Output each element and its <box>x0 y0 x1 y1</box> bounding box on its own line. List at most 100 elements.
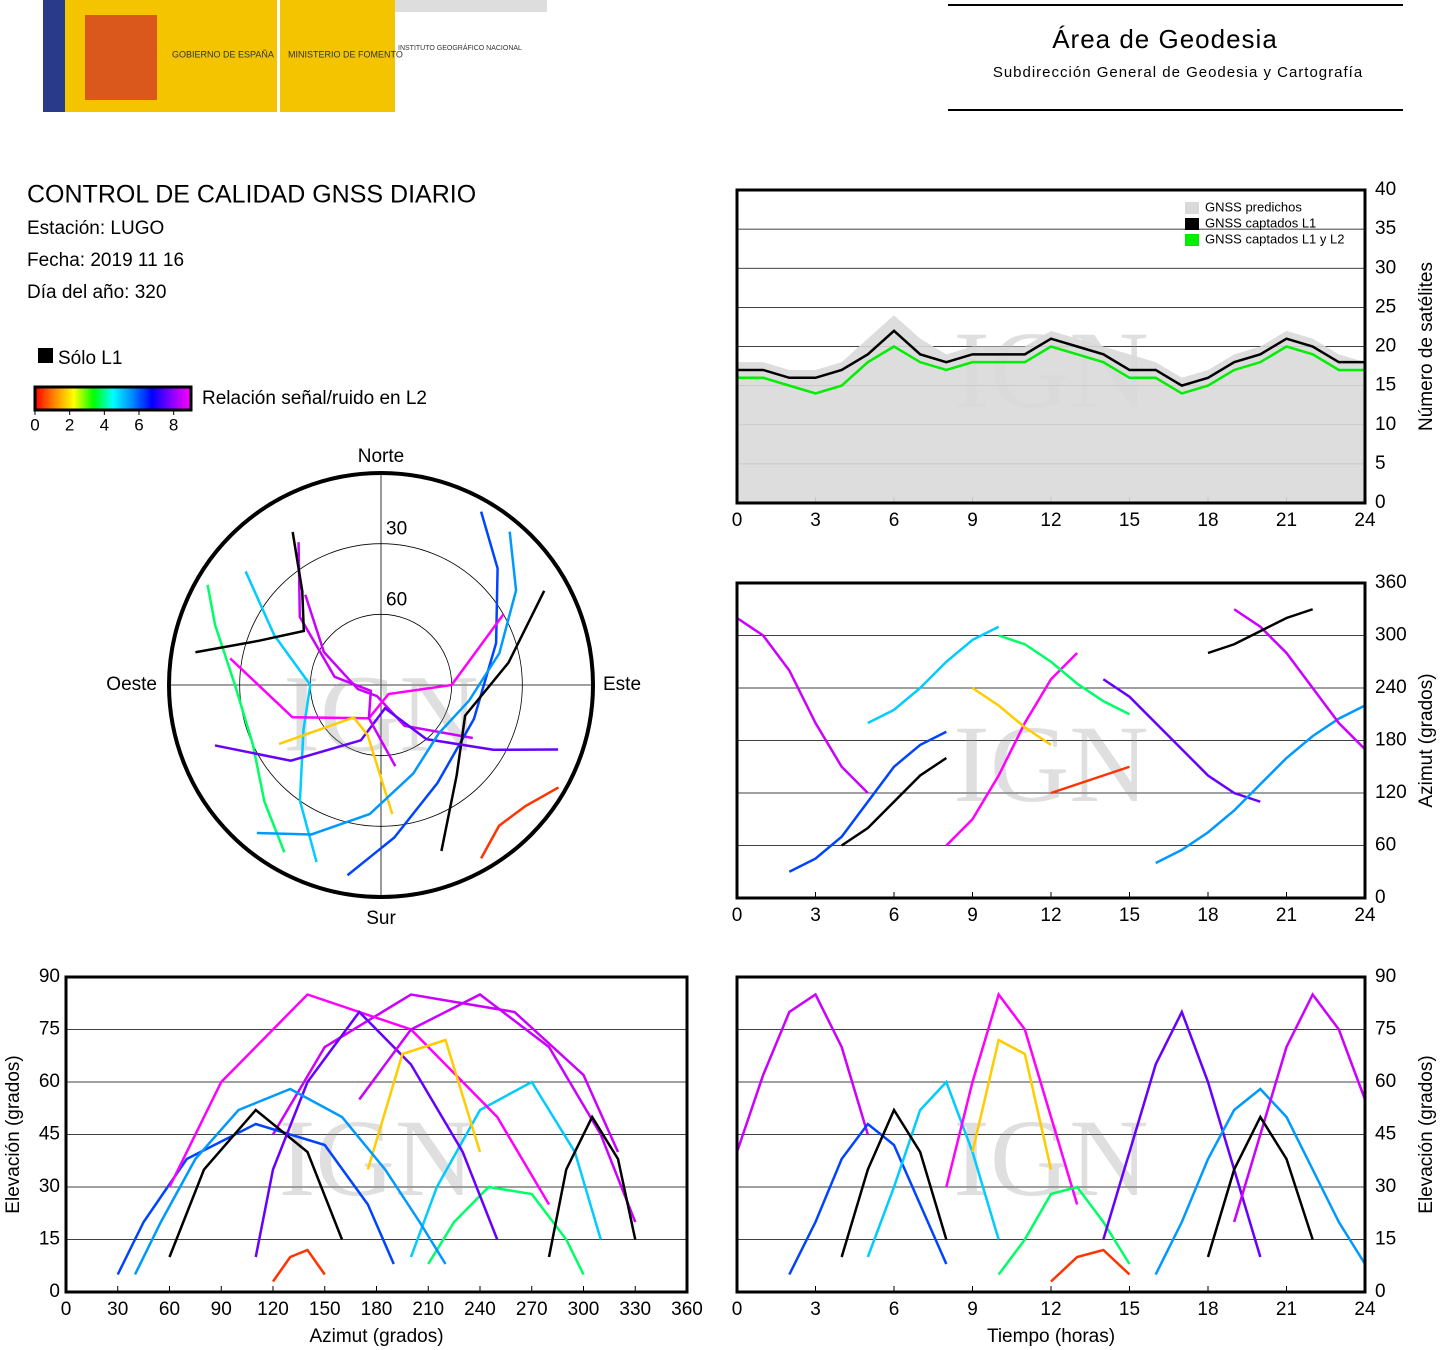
satellite-track <box>998 634 1131 716</box>
satellite-track <box>945 652 1079 847</box>
satellite-track <box>1206 1114 1314 1258</box>
plot-frame <box>735 188 1367 505</box>
x-tick-label: 21 <box>1276 905 1297 926</box>
x-tick-label: 18 <box>1197 510 1218 531</box>
satellite-track <box>788 1122 948 1276</box>
direction: Oeste <box>106 674 157 695</box>
legend-label: GNSS captados L1 y L2 <box>1205 231 1344 246</box>
legend-label: GNSS captados L1 <box>1205 215 1316 230</box>
x-axis-label: Azimut (grados) <box>309 1326 443 1347</box>
legend-label: GNSS predichos <box>1205 199 1302 214</box>
y-tick-label: 45 <box>39 1124 60 1145</box>
satellite-track <box>168 1108 344 1258</box>
x-tick-label: 12 <box>1040 1299 1061 1320</box>
elevation-ring <box>239 543 523 827</box>
x-tick-label: 0 <box>732 905 743 926</box>
x-tick-label: 6 <box>889 510 900 531</box>
report-title: CONTROL DE CALIDAD GNSS DIARIO <box>27 181 476 209</box>
satellite-track <box>1233 608 1366 751</box>
subdirectorate: Subdirección General de Geodesia y Carto… <box>993 64 1363 81</box>
x-tick-label: 6 <box>889 1299 900 1320</box>
satellite-track <box>427 1185 585 1276</box>
satellite-track <box>547 1114 637 1258</box>
satellite-track <box>480 786 560 860</box>
y-tick-label: 30 <box>1375 1176 1396 1197</box>
satellite-track <box>116 1122 395 1276</box>
legend-swatch <box>1185 202 1199 214</box>
date: Fecha: 2019 11 16 <box>27 250 184 271</box>
x-tick-label: 360 <box>671 1299 703 1320</box>
satellite-track <box>409 1080 602 1258</box>
x-tick-label: 240 <box>464 1299 496 1320</box>
y-tick-label: 60 <box>1375 835 1396 856</box>
y-tick-label: 75 <box>39 1019 60 1040</box>
y-tick-label: 0 <box>49 1281 60 1302</box>
satellite-track <box>229 613 505 720</box>
y-tick-label: 10 <box>1375 414 1396 435</box>
x-tick-label: 9 <box>967 905 978 926</box>
satellite-track <box>840 756 948 847</box>
satellite-track <box>1207 608 1314 655</box>
y-tick-label: 180 <box>1375 730 1407 751</box>
area-title: Área de Geodesia <box>1052 24 1278 54</box>
plot-frame <box>64 975 689 1294</box>
plot-frame <box>735 581 1367 900</box>
x-tick-label: 60 <box>159 1299 180 1320</box>
satellite-track <box>214 706 559 762</box>
x-tick-label: 21 <box>1276 1299 1297 1320</box>
y-axis-label: Azimut (grados) <box>1416 673 1437 807</box>
l1-swatch <box>38 348 53 363</box>
satellite-track <box>358 993 637 1223</box>
y-tick-label: 30 <box>39 1176 60 1197</box>
y-tick-label: 30 <box>1375 257 1396 278</box>
y-tick-label: 60 <box>39 1071 60 1092</box>
ministry: MINISTERIO DE FOMENTO <box>288 49 403 59</box>
y-tick-label: 35 <box>1375 218 1396 239</box>
satellite-track <box>256 531 518 836</box>
y-tick-label: 300 <box>1375 625 1407 646</box>
satellite-track <box>366 1038 482 1170</box>
satellite-track <box>866 1079 1000 1258</box>
x-tick-label: 15 <box>1119 510 1140 531</box>
direction: Norte <box>358 446 404 467</box>
satellite-track <box>1154 1087 1367 1276</box>
y-tick-label: 360 <box>1375 572 1407 593</box>
y-tick-label: 15 <box>1375 375 1396 396</box>
satellite-track <box>1232 992 1367 1223</box>
government: GOBIERNO DE ESPAÑA <box>172 49 274 59</box>
colorbar-tick-label: 2 <box>65 415 74 434</box>
satellite-track <box>206 584 286 853</box>
y-tick-label: 90 <box>39 966 60 987</box>
x-tick-label: 24 <box>1354 905 1376 926</box>
coat-of-arms <box>85 15 157 100</box>
logo-strip <box>395 0 547 12</box>
satellite-track <box>736 616 869 794</box>
x-tick-label: 9 <box>967 1299 978 1320</box>
satellite-track <box>278 716 394 815</box>
institute: INSTITUTO GEOGRÁFICO NACIONAL <box>398 43 522 52</box>
x-tick-label: 9 <box>967 510 978 531</box>
y-axis-label: Número de satélites <box>1416 262 1437 431</box>
y-tick-label: 40 <box>1375 179 1396 200</box>
x-tick-label: 90 <box>211 1299 232 1320</box>
ring-label: 60 <box>386 589 407 610</box>
satellite-track <box>1050 765 1130 795</box>
x-tick-label: 0 <box>732 1299 743 1320</box>
y-tick-label: 60 <box>1375 1071 1396 1092</box>
line <box>737 329 1365 387</box>
x-tick-label: 24 <box>1354 510 1376 531</box>
x-tick-label: 12 <box>1040 905 1061 926</box>
watermark: IGN <box>953 703 1149 825</box>
x-tick-label: 6 <box>889 905 900 926</box>
x-tick-label: 12 <box>1040 510 1061 531</box>
satellite-track <box>297 542 397 767</box>
satellite-track <box>945 991 1079 1205</box>
y-axis-label: Elevación (grados) <box>1416 1055 1437 1213</box>
y-tick-label: 5 <box>1375 453 1386 474</box>
x-tick-label: 3 <box>810 510 821 531</box>
satellite-track <box>735 992 870 1153</box>
satellite-track <box>440 590 546 852</box>
y-tick-label: 75 <box>1375 1019 1396 1040</box>
x-tick-label: 3 <box>810 905 821 926</box>
